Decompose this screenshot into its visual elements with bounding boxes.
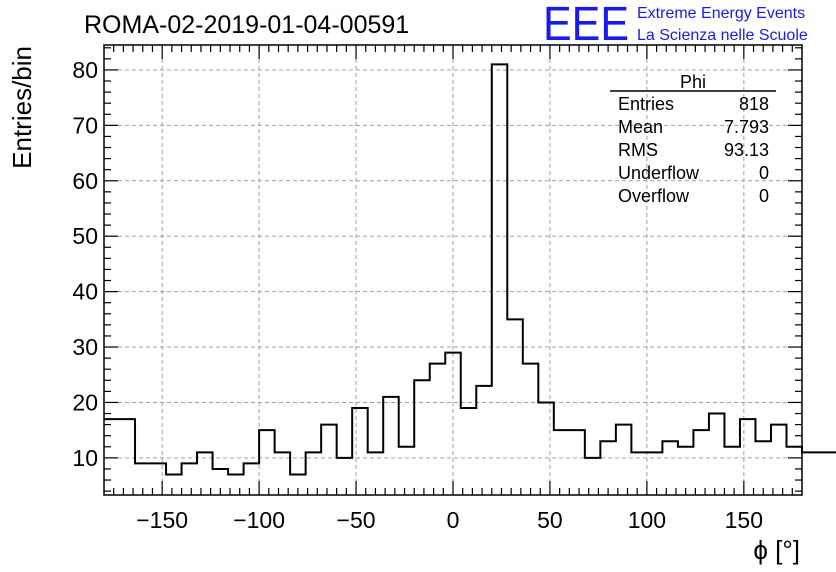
stats-value: 0 bbox=[759, 186, 769, 206]
y-tick-label: 30 bbox=[72, 334, 98, 360]
histogram-bin bbox=[492, 64, 508, 495]
stats-label: Overflow bbox=[618, 186, 690, 206]
x-tick-label: −150 bbox=[136, 507, 188, 533]
stats-label: Underflow bbox=[618, 163, 700, 183]
histogram-bin bbox=[616, 425, 632, 495]
y-tick-labels: 10 20 30 40 50 60 70 80 bbox=[72, 57, 98, 471]
histogram-bin bbox=[786, 447, 802, 495]
histogram-bin bbox=[818, 452, 834, 495]
histogram-bin bbox=[678, 447, 694, 495]
y-tick-label: 10 bbox=[72, 445, 98, 471]
y-axis-title: Entries/bin bbox=[7, 46, 37, 169]
histogram-bin bbox=[430, 364, 446, 495]
histogram-bin bbox=[802, 452, 818, 495]
plot-frame bbox=[103, 44, 803, 496]
eee-logo-mark: EEE bbox=[543, 0, 629, 51]
stats-value: 0 bbox=[759, 163, 769, 183]
grid bbox=[104, 45, 802, 495]
y-tick-label: 40 bbox=[72, 279, 98, 305]
stats-box: Phi Entries 818 Mean 7.793 RMS 93.13 Underflow… bbox=[610, 72, 776, 206]
stats-label: Mean bbox=[618, 117, 663, 137]
eee-logo: EEE Extreme Energy Events La Scienza nel… bbox=[543, 0, 808, 51]
stats-label: Entries bbox=[618, 94, 674, 114]
histogram-bin bbox=[399, 447, 415, 495]
histogram-bin bbox=[771, 425, 787, 495]
histogram-bin bbox=[755, 441, 771, 495]
histogram-bin bbox=[414, 380, 430, 495]
histogram-bin bbox=[740, 419, 756, 495]
histogram-bin bbox=[631, 452, 647, 495]
histogram-bin bbox=[337, 458, 353, 495]
histogram-bin bbox=[259, 430, 275, 495]
axis-ticks bbox=[104, 45, 802, 495]
histogram-bin bbox=[709, 414, 725, 495]
logo-line-2: La Scienza nelle Scuole bbox=[637, 27, 808, 44]
y-tick-label: 50 bbox=[72, 223, 98, 249]
stats-box-title: Phi bbox=[680, 72, 706, 92]
histogram-bin bbox=[166, 474, 182, 495]
histogram-bin bbox=[507, 319, 523, 495]
histogram-bin bbox=[662, 441, 678, 495]
y-tick-label: 60 bbox=[72, 168, 98, 194]
histogram-bin bbox=[600, 441, 616, 495]
stats-value: 93.13 bbox=[724, 140, 769, 160]
x-tick-label: 100 bbox=[628, 507, 666, 533]
histogram-bin bbox=[693, 430, 709, 495]
histogram-bin bbox=[724, 447, 740, 495]
histogram-bin bbox=[569, 430, 585, 495]
x-tick-labels: −150 −100 −50 0 50 100 150 bbox=[136, 507, 763, 533]
stats-value: 7.793 bbox=[724, 117, 769, 137]
chart-title: ROMA-02-2019-01-04-00591 bbox=[84, 11, 409, 39]
x-tick-label: 0 bbox=[447, 507, 460, 533]
histogram-bin bbox=[538, 402, 554, 495]
histogram-bin bbox=[321, 425, 337, 495]
stats-label: RMS bbox=[618, 140, 658, 160]
histogram-bin bbox=[554, 430, 570, 495]
x-axis-title: ϕ [°] bbox=[753, 535, 800, 565]
histogram-series bbox=[104, 63, 836, 476]
x-tick-label: 150 bbox=[725, 507, 763, 533]
histogram-bin bbox=[182, 463, 198, 495]
histogram-bin bbox=[647, 452, 663, 495]
histogram-bin bbox=[352, 408, 368, 495]
x-tick-label: 50 bbox=[537, 507, 563, 533]
y-tick-label: 20 bbox=[72, 389, 98, 415]
stats-value: 818 bbox=[739, 94, 769, 114]
histogram-bin bbox=[244, 463, 260, 495]
histogram-bin bbox=[523, 364, 539, 495]
logo-line-1: Extreme Energy Events bbox=[637, 5, 805, 22]
x-tick-label: −100 bbox=[233, 507, 285, 533]
x-tick-label: −50 bbox=[337, 507, 376, 533]
y-tick-label: 70 bbox=[72, 112, 98, 138]
histogram-bin bbox=[104, 419, 120, 495]
histogram-bin bbox=[383, 397, 399, 495]
y-tick-label: 80 bbox=[72, 57, 98, 83]
histogram-bin bbox=[120, 419, 136, 495]
histogram-bin bbox=[461, 408, 477, 495]
